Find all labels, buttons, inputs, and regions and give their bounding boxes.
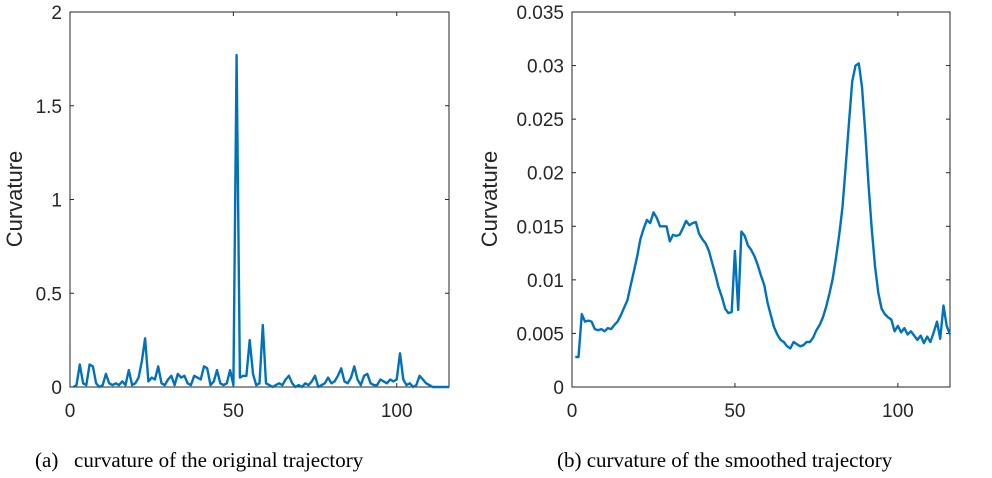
- chart-b-y-axis-label: Curvature: [477, 151, 502, 248]
- chart-a-x-tick-label: 0: [65, 401, 76, 422]
- chart-b-x-tick-label: 100: [882, 401, 914, 422]
- chart-a-axes-box: [69, 11, 450, 388]
- chart-a-x-tick-label: 50: [223, 401, 244, 422]
- chart-b-x-ticks: 0 50 100: [567, 12, 914, 422]
- chart-b-y-tick-label: 0.025: [516, 110, 564, 131]
- chart-b-y-tick-label: 0.01: [527, 271, 564, 292]
- chart-a-series-line: [72, 53, 449, 389]
- chart-b-y-tick-label: 0.005: [516, 324, 564, 345]
- chart-b-y-tick-label: 0.02: [527, 164, 564, 185]
- chart-a-x-tick-label: 100: [381, 401, 413, 422]
- chart-b-caption: (b) curvature of the smoothed trajectory: [557, 448, 893, 472]
- chart-b-x-tick-label: 50: [724, 401, 745, 422]
- chart-b-y-ticks: 0 0.005 0.01 0.015 0.02 0.025 0.03 0.035: [516, 3, 950, 399]
- chart-a-y-tick-label: 1.5: [36, 97, 62, 118]
- chart-a-y-tick-label: 1: [51, 191, 62, 212]
- chart-a-y-ticks: 0 0.5 1 1.5 2: [36, 3, 449, 399]
- chart-a: 0 0.5 1 1.5 2 0 50 100 Curvature (a) curvature…: [2, 3, 450, 472]
- chart-a-y-tick-label: 0: [51, 378, 62, 399]
- chart-b-series-line: [575, 62, 952, 359]
- chart-b-y-tick-label: 0.015: [516, 217, 564, 238]
- chart-b-x-tick-label: 0: [567, 401, 578, 422]
- chart-b-y-tick-label: 0.03: [527, 57, 564, 78]
- chart-a-y-axis-label: Curvature: [2, 151, 27, 248]
- chart-a-y-tick-label: 0.5: [36, 284, 62, 305]
- chart-a-caption: (a) curvature of the original trajectory: [35, 448, 364, 472]
- chart-b-y-tick-label: 0: [553, 378, 564, 399]
- chart-b: 0 0.005 0.01 0.015 0.02 0.025 0.03 0.035 0 50 100…: [477, 3, 952, 472]
- chart-b-axes-box: [571, 11, 951, 388]
- chart-a-x-ticks: 0 50 100: [65, 12, 413, 422]
- chart-b-y-tick-label: 0.035: [516, 3, 564, 24]
- chart-a-y-tick-label: 2: [51, 3, 62, 24]
